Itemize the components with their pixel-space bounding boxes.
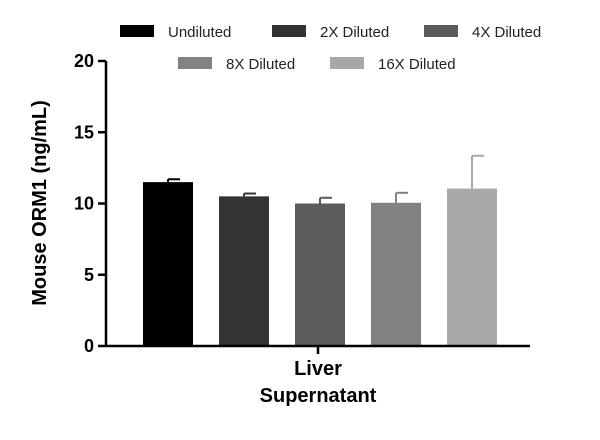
bar-8x-diluted (371, 202, 421, 346)
legend-label: 16X Diluted (378, 56, 456, 73)
y-tick-label: 0 (84, 336, 94, 356)
bars (143, 154, 497, 346)
bar-undiluted (143, 182, 193, 346)
legend-label: 8X Diluted (226, 56, 295, 73)
y-tick-label: 10 (74, 194, 94, 214)
legend-label: 2X Diluted (320, 24, 389, 41)
bar-2x-diluted (219, 196, 269, 346)
legend-swatch (330, 57, 364, 69)
y-tick-label: 5 (84, 265, 94, 285)
legend-label: Undiluted (168, 24, 231, 41)
bar-4x-diluted (295, 203, 345, 346)
bar-16x-diluted (447, 188, 497, 346)
x-axis-label-line-1: Liver (294, 358, 342, 380)
y-tick-label: 20 (74, 51, 94, 71)
legend-swatch (178, 57, 212, 69)
legend-label: 4X Diluted (472, 24, 541, 41)
legend-swatch (272, 25, 306, 37)
y-axis: 0 5 10 15 20 (74, 51, 530, 356)
legend: Undiluted 2X Diluted 4X Diluted 8X Diluted 1… (120, 24, 541, 73)
y-tick-label: 15 (74, 122, 94, 142)
y-axis-title: Mouse ORM1 (ng/mL) (29, 100, 51, 306)
legend-swatch (424, 25, 458, 37)
legend-swatch (120, 25, 154, 37)
x-axis-label-line-2: Supernatant (260, 385, 377, 407)
